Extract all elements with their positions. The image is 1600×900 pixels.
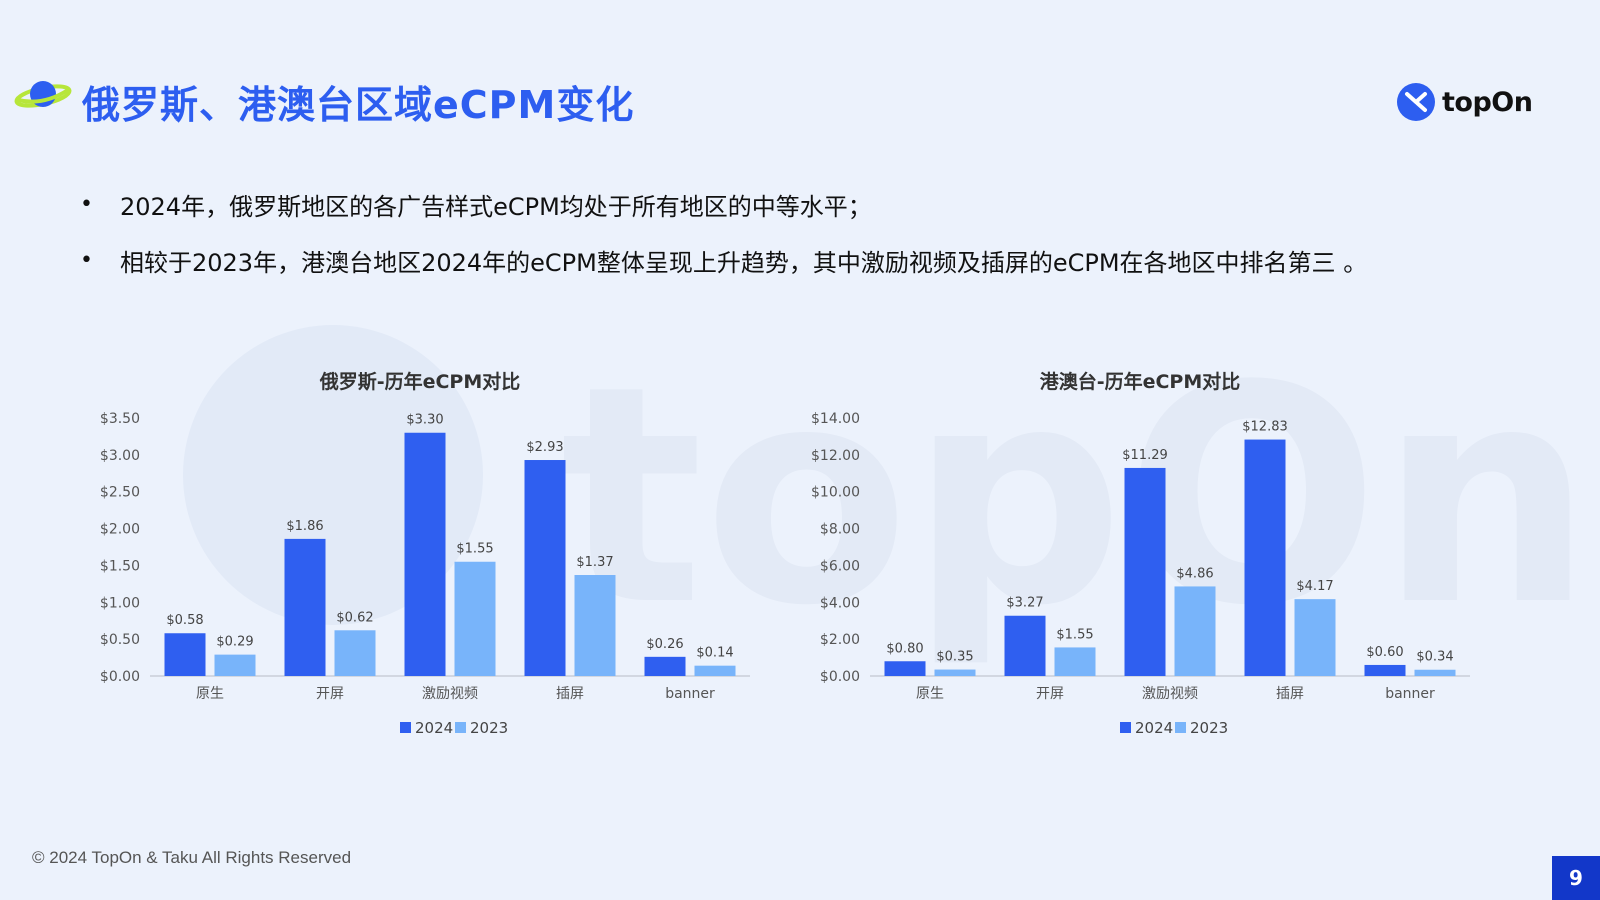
bar-2023: [934, 669, 976, 676]
y-tick-label: $1.50: [100, 558, 140, 574]
bullet-text: 相较于2023年，港澳台地区2024年的eCPM整体呈现上升趋势，其中激励视频及…: [120, 248, 1368, 277]
data-label: $12.83: [1242, 420, 1288, 435]
bullet-dot-icon: •: [80, 247, 93, 273]
data-label: $2.93: [526, 440, 563, 455]
legend-swatch: [1175, 722, 1186, 733]
data-label: $3.27: [1006, 596, 1043, 611]
y-tick-label: $2.00: [820, 632, 860, 648]
data-label: $4.17: [1296, 579, 1333, 594]
y-tick-label: $3.00: [100, 448, 140, 464]
bar-2024: [644, 656, 686, 676]
bullet-item: • 2024年，俄罗斯地区的各广告样式eCPM均处于所有地区的中等水平；: [80, 176, 1580, 232]
y-tick-label: $0.50: [100, 632, 140, 648]
planet-icon: [14, 76, 72, 120]
hk-macao-taiwan-ecpm-chart: 港澳台-历年eCPM对比 $0.00 $2.00 $4.00 $6.00 $8.00 $10…: [810, 360, 1490, 750]
bar-2024: [524, 460, 566, 676]
data-label: $1.55: [456, 542, 493, 557]
bar-2023: [1054, 647, 1096, 676]
data-label: $1.86: [286, 519, 323, 534]
bar-2023: [214, 654, 256, 676]
category-label: 开屏: [316, 686, 344, 702]
topon-logo: topOn: [1396, 82, 1533, 122]
y-tick-label: $0.00: [820, 669, 860, 685]
legend-label: 2023: [470, 719, 508, 737]
page-title: 俄罗斯、港澳台区域eCPM变化: [82, 83, 635, 127]
y-tick-label: $3.50: [100, 411, 140, 427]
chart-svg: 港澳台-历年eCPM对比 $0.00 $2.00 $4.00 $6.00 $8.00 $10…: [811, 370, 1470, 737]
bar-2023: [334, 630, 376, 676]
bar-2023: [1294, 599, 1336, 676]
bar-2023: [694, 665, 736, 676]
page-number: 9: [1552, 856, 1600, 900]
y-tick-label: $2.00: [100, 522, 140, 538]
data-label: $11.29: [1122, 448, 1168, 463]
category-label: banner: [665, 686, 715, 702]
data-label: $0.29: [216, 635, 253, 650]
copyright: © 2024 TopOn & Taku All Rights Reserved: [32, 848, 352, 867]
data-label: $1.55: [1056, 627, 1093, 642]
category-label: 插屏: [556, 686, 584, 702]
y-tick-label: $0.00: [100, 669, 140, 685]
data-label: $0.58: [166, 613, 203, 628]
category-label: 插屏: [1276, 686, 1304, 702]
bar-2024: [1364, 664, 1406, 676]
bar-2023: [1174, 586, 1216, 676]
data-label: $0.60: [1366, 645, 1403, 660]
bar-2023: [574, 575, 616, 676]
legend-swatch: [455, 722, 466, 733]
svg-text:topOn: topOn: [560, 322, 1593, 671]
bar-2024: [1004, 615, 1046, 676]
category-label: 激励视频: [422, 685, 478, 702]
category-label: 原生: [916, 686, 944, 702]
logo-text: topOn: [1442, 86, 1533, 118]
data-label: $4.86: [1176, 566, 1213, 581]
chart-title: 俄罗斯-历年eCPM对比: [319, 370, 521, 393]
bullet-list: • 2024年，俄罗斯地区的各广告样式eCPM均处于所有地区的中等水平； • 相…: [80, 176, 1580, 288]
russia-ecpm-chart: 俄罗斯-历年eCPM对比 $0.00 $0.50 $1.00 $1.50 $2.00 $2.…: [90, 360, 770, 750]
bar-2024: [1124, 467, 1166, 676]
data-label: $0.34: [1416, 650, 1453, 665]
bar-2024: [164, 633, 206, 676]
category-label: 激励视频: [1142, 685, 1198, 702]
y-tick-label: $10.00: [811, 485, 860, 501]
legend-label: 2024: [1135, 719, 1173, 737]
bar-2023: [454, 561, 496, 676]
data-label: $3.30: [406, 413, 443, 428]
legend-label: 2023: [1190, 719, 1228, 737]
data-label: $0.14: [696, 646, 733, 661]
y-tick-label: $6.00: [820, 558, 860, 574]
category-label: banner: [1385, 686, 1435, 702]
data-label: $0.35: [936, 650, 973, 665]
y-tick-label: $4.00: [820, 595, 860, 611]
data-label: $0.62: [336, 610, 373, 625]
data-label: $0.26: [646, 637, 683, 652]
data-label: $1.37: [576, 555, 613, 570]
bar-2024: [884, 661, 926, 676]
bullet-dot-icon: •: [80, 191, 93, 217]
y-tick-label: $8.00: [820, 522, 860, 538]
y-tick-label: $14.00: [811, 411, 860, 427]
bar-2023: [1414, 669, 1456, 676]
legend-label: 2024: [415, 719, 453, 737]
chart-title: 港澳台-历年eCPM对比: [1040, 370, 1241, 393]
bullet-text: 2024年，俄罗斯地区的各广告样式eCPM均处于所有地区的中等水平；: [120, 192, 872, 221]
topon-logo-icon: [1397, 83, 1435, 121]
data-label: $0.80: [886, 641, 923, 656]
legend-swatch: [400, 722, 411, 733]
bar-2024: [1244, 439, 1286, 676]
category-label: 开屏: [1036, 686, 1064, 702]
bar-2024: [404, 432, 446, 676]
y-tick-label: $12.00: [811, 448, 860, 464]
bullet-item: • 相较于2023年，港澳台地区2024年的eCPM整体呈现上升趋势，其中激励视…: [80, 232, 1580, 288]
bar-2024: [284, 538, 326, 676]
y-tick-label: $2.50: [100, 485, 140, 501]
legend-swatch: [1120, 722, 1131, 733]
category-label: 原生: [196, 686, 224, 702]
chart-svg: 俄罗斯-历年eCPM对比 $0.00 $0.50 $1.00 $1.50 $2.00 $2.…: [100, 370, 750, 737]
y-tick-label: $1.00: [100, 595, 140, 611]
